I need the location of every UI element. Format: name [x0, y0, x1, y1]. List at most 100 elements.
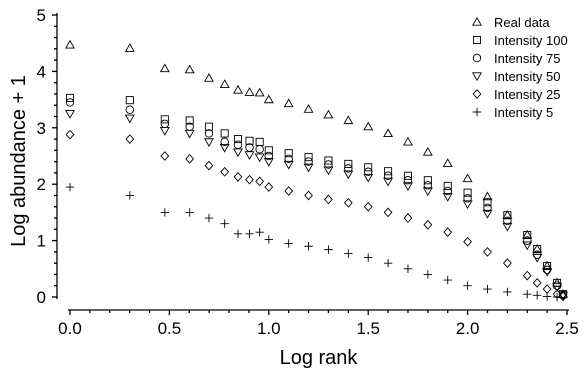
data-point	[558, 290, 568, 299]
data-point	[552, 292, 562, 302]
x-tick-label: 2.0	[456, 319, 480, 338]
data-point	[263, 94, 274, 104]
data-point	[483, 247, 492, 257]
data-point	[160, 151, 170, 161]
data-point	[324, 160, 333, 169]
data-point	[383, 207, 393, 218]
data-point	[344, 249, 353, 258]
legend-item: Intensity 5	[472, 105, 553, 120]
data-point	[423, 181, 433, 190]
data-point	[522, 241, 533, 251]
data-point	[245, 229, 254, 239]
legend-marker	[472, 53, 482, 63]
data-point	[244, 151, 255, 160]
data-point	[344, 164, 353, 173]
data-point	[443, 275, 452, 285]
data-point	[125, 134, 135, 144]
data-point	[423, 219, 433, 230]
y-tick-label: 5	[37, 6, 46, 25]
data-point	[284, 239, 293, 248]
data-point	[462, 200, 473, 210]
data-point	[343, 115, 354, 125]
legend-marker	[472, 89, 482, 99]
x-axis-title: Log rank	[280, 347, 359, 369]
data-point	[324, 194, 333, 205]
data-point	[503, 287, 512, 297]
data-point	[483, 198, 492, 207]
data-point	[233, 84, 243, 94]
data-point	[264, 151, 274, 161]
data-point	[185, 153, 195, 164]
data-point	[483, 284, 492, 294]
legend: Real data Intensity 100 Intensity 75 Intens…	[472, 15, 568, 120]
data-point	[304, 242, 313, 251]
data-point	[443, 186, 452, 196]
data-point	[303, 104, 314, 113]
data-point	[220, 137, 229, 147]
data-point	[482, 209, 493, 219]
data-point	[324, 156, 333, 165]
data-point	[284, 186, 294, 196]
y-tick-label: 0	[37, 288, 46, 307]
data-point	[160, 115, 169, 124]
data-point	[383, 128, 394, 138]
data-point	[160, 119, 170, 129]
data-point	[482, 191, 493, 201]
data-point	[403, 264, 413, 273]
data-point	[219, 79, 230, 88]
data-point	[502, 222, 513, 232]
data-point	[125, 105, 135, 114]
data-point	[254, 153, 265, 163]
data-points	[65, 39, 568, 302]
data-point	[255, 145, 264, 154]
data-point	[184, 129, 195, 139]
data-point	[245, 136, 254, 145]
data-point	[323, 109, 334, 119]
data-point	[463, 236, 472, 247]
data-point	[203, 138, 214, 148]
data-point	[553, 278, 562, 287]
data-point	[323, 166, 334, 176]
legend-label: Intensity 25	[494, 87, 561, 102]
data-point	[422, 146, 433, 156]
data-point	[65, 39, 75, 49]
data-point	[523, 236, 532, 245]
data-point	[159, 63, 170, 73]
data-point	[124, 114, 135, 124]
x-tick-label: 1.5	[356, 319, 380, 338]
data-point	[65, 93, 75, 102]
data-point	[303, 163, 314, 173]
y-tick-label: 2	[37, 175, 46, 194]
axes	[56, 13, 569, 311]
y-axis-title: Log abundance + 1	[8, 75, 30, 247]
data-point	[402, 182, 413, 191]
data-point	[523, 230, 532, 239]
data-point	[204, 122, 213, 131]
data-point	[220, 219, 229, 228]
data-point	[220, 166, 230, 177]
data-point	[363, 173, 374, 183]
data-point	[543, 261, 552, 271]
data-point	[255, 176, 265, 187]
data-point	[363, 121, 374, 131]
data-point	[463, 194, 472, 203]
data-point	[324, 245, 333, 254]
legend-label: Intensity 50	[494, 69, 561, 84]
data-point	[422, 187, 433, 197]
x-tick-label: 0.0	[58, 319, 82, 338]
data-point	[384, 167, 393, 176]
data-point	[403, 213, 413, 223]
data-point	[442, 158, 453, 167]
data-point	[283, 98, 294, 108]
data-point	[233, 148, 243, 158]
data-point	[532, 278, 542, 288]
legend-marker	[472, 72, 482, 82]
legend-label: Intensity 75	[494, 51, 561, 66]
data-point	[254, 87, 265, 97]
data-point	[383, 258, 393, 268]
y-ticks: 0 1 2 3 4 5	[37, 6, 57, 307]
data-point	[65, 182, 75, 192]
data-point	[203, 73, 214, 82]
data-point	[220, 129, 229, 138]
data-point	[343, 197, 353, 208]
